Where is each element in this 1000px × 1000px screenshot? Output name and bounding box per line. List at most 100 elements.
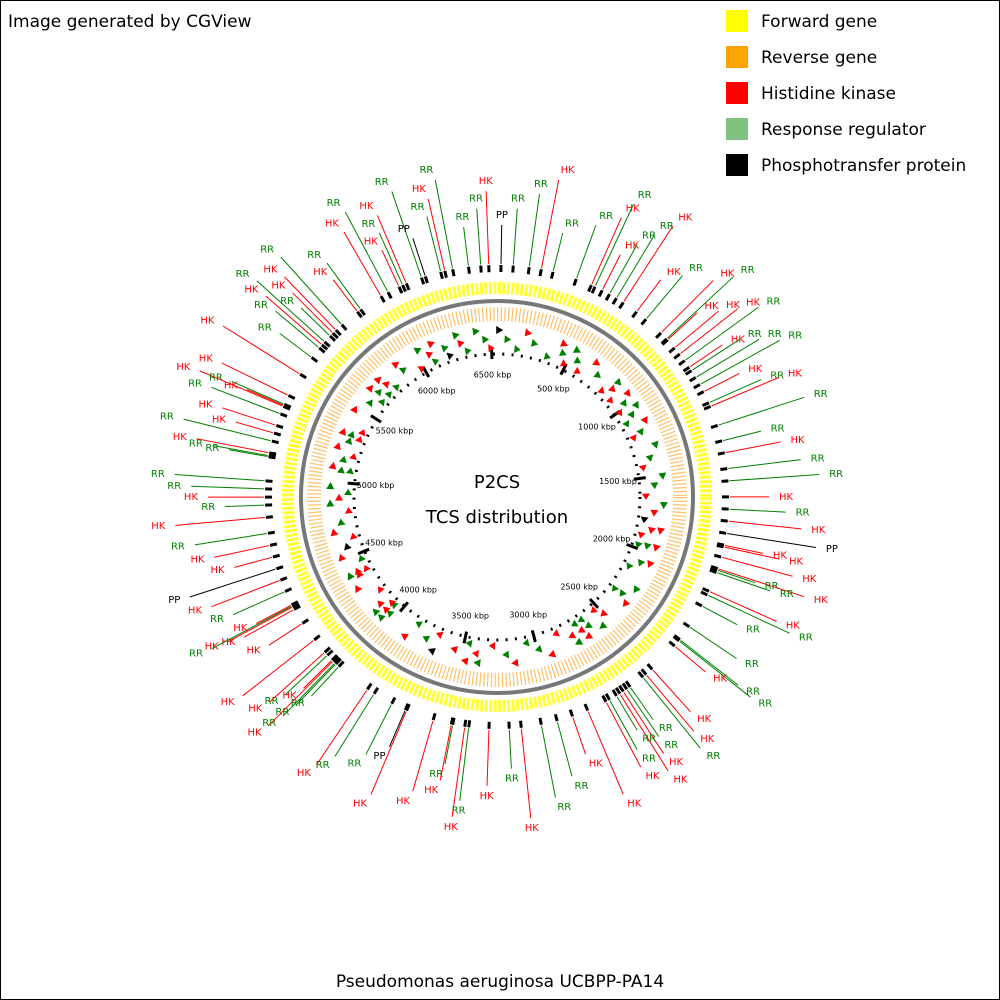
feature-line: [334, 694, 374, 757]
feature-label: RR: [455, 212, 469, 223]
feature-arrow: [440, 345, 449, 353]
legend-swatch: [726, 10, 748, 32]
feature-stub: [694, 601, 703, 608]
feature-label: HK: [188, 605, 203, 616]
feature-arrow: [451, 332, 460, 340]
legend-label: Phosphotransfer protein: [761, 156, 966, 176]
feature-stub: [604, 293, 611, 301]
feature-stub: [326, 649, 334, 657]
feature-line: [268, 623, 302, 646]
feature-line: [689, 626, 737, 660]
feature-line: [576, 225, 597, 279]
tick-label: 3000 kbp: [509, 610, 547, 619]
feature-line: [246, 389, 284, 406]
feature-arrow: [522, 638, 530, 647]
feature-line: [620, 694, 669, 772]
feature-arrow: [599, 621, 608, 629]
feature-label: RR: [419, 165, 433, 176]
feature-label: HK: [221, 697, 236, 708]
feature-stub: [720, 518, 728, 523]
feature-line: [463, 226, 469, 266]
feature-stub: [401, 284, 407, 293]
feature-label: RR: [167, 481, 181, 492]
feature-arrow: [657, 527, 666, 535]
feature-arrow: [345, 467, 354, 475]
feature-arrow: [336, 466, 345, 474]
feature-arrow: [645, 454, 654, 462]
feature-label: HK: [396, 796, 411, 807]
feature-label: RR: [534, 179, 548, 190]
feature-arrow: [400, 633, 409, 641]
feature-line: [652, 669, 691, 713]
feature-line: [689, 344, 723, 368]
feature-line: [376, 215, 407, 283]
feature-label: RR: [660, 221, 674, 232]
feature-label: RR: [745, 659, 759, 670]
feature-label: RR: [771, 424, 785, 435]
feature-arrow: [590, 605, 598, 613]
feature-line: [717, 572, 771, 592]
feature-arrow: [658, 472, 667, 480]
feature-line: [221, 407, 276, 426]
feature-stub: [449, 717, 455, 725]
feature-label: RR: [236, 269, 250, 280]
feature-arrow: [513, 345, 521, 353]
feature-label: HK: [791, 435, 806, 446]
feature-label: RR: [557, 802, 571, 813]
feature-label: HK: [789, 556, 804, 567]
feature-line: [269, 652, 325, 703]
feature-arrow: [344, 437, 353, 445]
feature-stub: [654, 331, 663, 339]
feature-arrow: [347, 431, 355, 439]
feature-line: [528, 193, 540, 267]
feature-line: [591, 217, 622, 285]
feature-line: [626, 689, 660, 737]
feature-line: [512, 208, 518, 265]
feature-label: RR: [768, 329, 782, 340]
feature-stub: [700, 590, 708, 597]
feature-arrow: [388, 599, 397, 607]
feature-label: RR: [171, 541, 185, 552]
feature-line: [459, 728, 470, 801]
feature-label: HK: [731, 334, 746, 345]
feature-stub: [714, 439, 723, 444]
feature-stub: [716, 542, 725, 547]
feature-line: [718, 568, 805, 598]
feature-line: [232, 591, 285, 616]
feature-line: [222, 325, 300, 375]
feature-label: RR: [280, 296, 294, 307]
legend-label: Forward gene: [761, 12, 877, 32]
feature-arrow: [615, 408, 623, 417]
feature-label: RR: [189, 648, 203, 659]
feature-arrow: [391, 361, 400, 370]
feature-stub: [720, 467, 728, 471]
feature-arrow: [384, 391, 392, 399]
feature-stub: [701, 587, 710, 593]
feature-stub: [587, 284, 593, 293]
feature-label: HK: [221, 637, 236, 648]
feature-stub: [340, 323, 348, 331]
feature-label: RR: [375, 177, 389, 188]
feature-line: [729, 474, 820, 482]
feature-stub: [293, 604, 301, 611]
feature-label: HK: [626, 203, 641, 214]
feature-arrow: [637, 531, 646, 539]
feature-stub: [356, 310, 363, 319]
feature-label: RR: [429, 769, 443, 780]
feature-label: RR: [452, 806, 466, 817]
feature-arrow: [436, 631, 444, 640]
feature-line: [646, 275, 684, 319]
feature-stub: [451, 268, 456, 277]
feature-arrow: [504, 335, 512, 344]
title: Image generated by CGView: [8, 12, 252, 32]
feature-stub: [284, 587, 293, 593]
feature-label: RR: [209, 373, 223, 384]
feature-arrow: [577, 615, 586, 623]
feature-arrow: [355, 585, 363, 594]
feature-label: HK: [271, 281, 286, 292]
feature-stub: [423, 275, 429, 284]
major-tick: [347, 481, 360, 486]
feature-label: HK: [364, 236, 379, 247]
feature-arrow: [585, 621, 593, 629]
feature-line: [427, 198, 446, 271]
